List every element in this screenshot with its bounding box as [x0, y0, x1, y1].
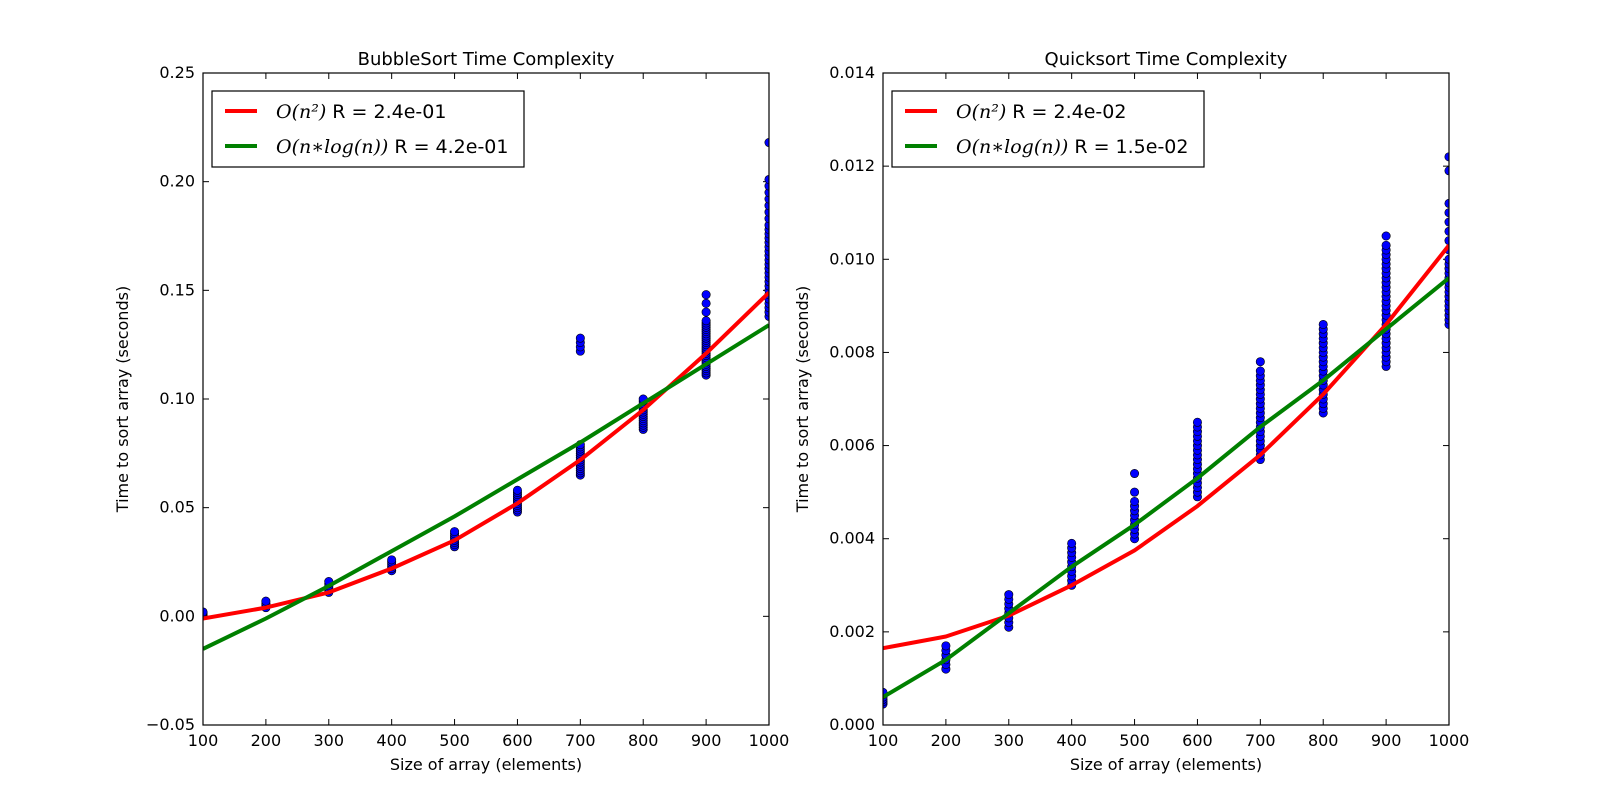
data-point: [261, 596, 271, 606]
x-tick-label: 700: [1245, 731, 1276, 750]
y-axis-label: Time to sort array (seconds): [113, 286, 132, 513]
y-axis-label: Time to sort array (seconds): [793, 286, 812, 513]
y-tick-label: 0.010: [829, 249, 875, 268]
data-point: [1192, 417, 1202, 427]
data-point: [1255, 366, 1265, 376]
legend-entry-name: O(n∗log(n)): [956, 136, 1068, 158]
x-tick-label: 400: [376, 731, 407, 750]
data-point: [1444, 166, 1449, 176]
y-tick-label: 0.20: [159, 172, 195, 191]
legend-entry-value: R = 2.4e-02: [1006, 101, 1126, 123]
data-point: [1444, 152, 1449, 162]
data-point: [1444, 208, 1449, 218]
y-tick-label: 0.000: [829, 715, 875, 734]
data-point: [701, 290, 711, 300]
chart-panel-2: Quicksort Time Complexity Size of array (…: [793, 49, 1469, 774]
data-point: [1004, 590, 1014, 600]
data-point: [1444, 217, 1449, 227]
y-tick-label: 0.012: [829, 156, 875, 175]
y-tick-label: 0.10: [159, 389, 195, 408]
x-tick-label: 1000: [749, 731, 790, 750]
x-tick-label: 800: [1308, 731, 1339, 750]
x-tick-label: 900: [1371, 731, 1402, 750]
y-tick-label: 0.25: [159, 63, 195, 82]
data-point: [450, 527, 460, 537]
plot-frame: [882, 72, 1450, 726]
legend-entry-name: O(n²): [276, 101, 326, 123]
data-point: [512, 485, 522, 495]
x-tick-label: 300: [314, 731, 345, 750]
fit-line-series-2: [203, 323, 769, 651]
y-tick-label: 0.002: [829, 622, 875, 641]
data-point: [387, 555, 397, 565]
x-tick-label: 500: [439, 731, 470, 750]
x-tick-label: 900: [691, 731, 722, 750]
legend-entry: O(n²) R = 2.4e-01: [276, 101, 446, 123]
legend-entry-name: O(n²): [956, 101, 1006, 123]
legend-box: [891, 90, 1205, 168]
y-tick-label: 0.006: [829, 436, 875, 455]
data-point: [1130, 469, 1140, 479]
y-tick-label: 0.00: [159, 606, 195, 625]
chart-title: BubbleSort Time Complexity: [358, 49, 615, 70]
plot-area: [883, 73, 1449, 725]
x-tick-label: 500: [1119, 731, 1150, 750]
legend-entry-value: R = 1.5e-02: [1068, 136, 1188, 158]
legend-entry-value: R = 4.2e-01: [388, 136, 508, 158]
y-tick-label: 0.004: [829, 529, 875, 548]
legend-entry-name: O(n∗log(n)): [276, 136, 388, 158]
y-tick-label: 0.008: [829, 342, 875, 361]
plot-marks: [883, 152, 1449, 709]
x-tick-label: 800: [628, 731, 659, 750]
x-tick-label: 700: [565, 731, 596, 750]
plot-marks: [203, 138, 769, 651]
y-tick-label: 0.014: [829, 63, 875, 82]
chart-panel-1: BubbleSort Time Complexity Size of array …: [113, 49, 789, 774]
fit-line-series-1: [883, 244, 1449, 651]
x-tick-label: 300: [994, 731, 1025, 750]
x-tick-label: 200: [251, 731, 282, 750]
data-point: [1130, 487, 1140, 497]
data-point: [1067, 538, 1077, 548]
data-point: [941, 641, 951, 651]
data-point: [1381, 231, 1391, 241]
legend-entry-value: R = 2.4e-01: [326, 101, 446, 123]
legend-entry: O(n∗log(n)) R = 4.2e-01: [276, 136, 508, 158]
data-point: [1318, 319, 1328, 329]
data-point: [1444, 254, 1449, 264]
x-tick-label: 400: [1056, 731, 1087, 750]
plot-frame: [202, 72, 770, 726]
data-point: [1444, 236, 1449, 246]
data-point: [575, 333, 585, 343]
legend: O(n²) R = 2.4e-01 O(n∗log(n)) R = 4.2e-01: [211, 90, 525, 168]
data-point: [701, 316, 711, 326]
data-point: [1130, 496, 1140, 506]
x-tick-label: 100: [188, 731, 219, 750]
x-tick-label: 100: [868, 731, 899, 750]
data-point: [1381, 240, 1391, 250]
legend-box: [211, 90, 525, 168]
y-tick-label: 0.05: [159, 498, 195, 517]
y-tick-label: −0.05: [146, 715, 195, 734]
data-point: [701, 307, 711, 317]
fit-line-series-2: [883, 276, 1449, 699]
x-axis-label: Size of array (elements): [1070, 755, 1262, 774]
x-tick-label: 600: [502, 731, 533, 750]
x-tick-label: 200: [931, 731, 962, 750]
data-point: [1444, 198, 1449, 208]
legend: O(n²) R = 2.4e-02 O(n∗log(n)) R = 1.5e-02: [891, 90, 1205, 168]
y-tick-label: 0.15: [159, 280, 195, 299]
chart-title: Quicksort Time Complexity: [1045, 49, 1288, 70]
data-point: [1444, 226, 1449, 236]
data-point: [1255, 357, 1265, 367]
x-tick-label: 600: [1182, 731, 1213, 750]
x-tick-label: 1000: [1429, 731, 1470, 750]
plot-area: [203, 73, 769, 725]
data-point: [701, 298, 711, 308]
x-axis-label: Size of array (elements): [390, 755, 582, 774]
legend-entry: O(n²) R = 2.4e-02: [956, 101, 1126, 123]
legend-entry: O(n∗log(n)) R = 1.5e-02: [956, 136, 1188, 158]
